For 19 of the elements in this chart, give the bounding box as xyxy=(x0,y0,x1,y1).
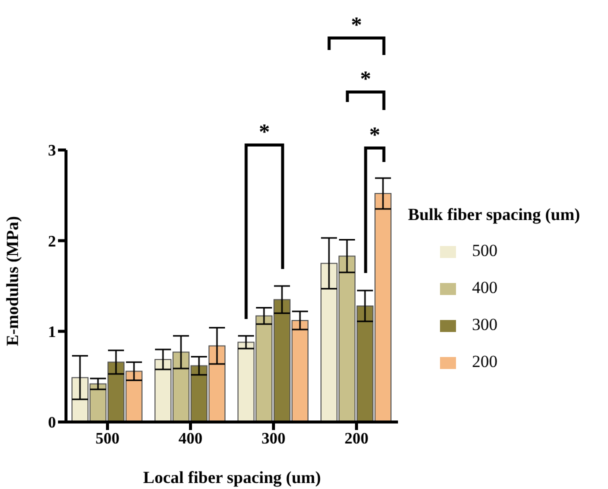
legend-label: 500 xyxy=(472,241,498,260)
legend-label: 300 xyxy=(472,315,498,334)
x-tick-label: 300 xyxy=(262,430,286,448)
x-tick-label: 500 xyxy=(96,430,120,448)
text: * xyxy=(258,119,270,144)
legend-title: Bulk fiber spacing (um) xyxy=(408,205,580,225)
x-tick-label: 200 xyxy=(344,430,368,448)
y-tick-label: 0 xyxy=(48,414,56,432)
x-axis-title: Local fiber spacing (um) xyxy=(143,468,321,487)
legend-label: 200 xyxy=(472,352,498,371)
text: * xyxy=(360,66,372,91)
text: * xyxy=(369,122,380,147)
x-tick-label: 400 xyxy=(178,430,202,448)
text: * xyxy=(351,12,362,37)
y-tick-label: 1 xyxy=(48,324,56,342)
y-axis-title: E-modulus (MPa) xyxy=(3,216,22,346)
y-tick-label: 2 xyxy=(48,233,56,250)
legend-label: 400 xyxy=(472,278,498,297)
y-tick-label: 3 xyxy=(48,142,56,160)
